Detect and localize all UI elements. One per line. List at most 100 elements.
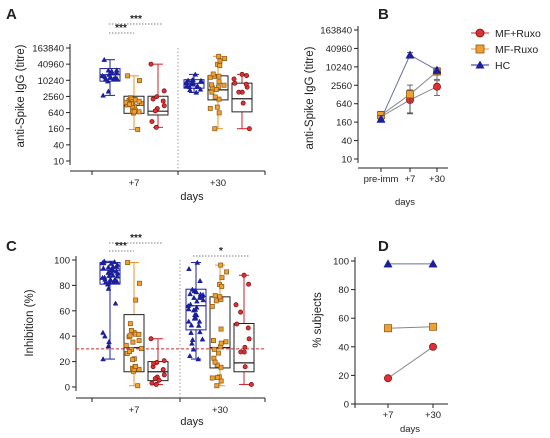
data-point xyxy=(108,267,115,273)
significance-marker: *** xyxy=(115,241,127,252)
data-point xyxy=(108,260,115,266)
data-point xyxy=(135,383,141,389)
y-tick-label: 163840 xyxy=(320,26,352,37)
panel-a-group-label: +7 xyxy=(129,178,140,189)
data-point xyxy=(114,261,121,267)
y-tick-label: 10240 xyxy=(326,62,352,73)
box-hc xyxy=(99,258,121,362)
data-point xyxy=(101,274,108,280)
data-point xyxy=(148,61,154,67)
data-point xyxy=(114,273,121,279)
data-point xyxy=(127,101,132,107)
box-mf-ruxo xyxy=(207,53,229,132)
data-point xyxy=(127,349,132,355)
data-point xyxy=(219,275,225,281)
data-point xyxy=(246,336,252,342)
significance-marker: * xyxy=(219,246,223,257)
y-tick-label: 100 xyxy=(54,256,70,267)
data-point xyxy=(125,260,131,265)
data-point xyxy=(207,74,213,80)
data-point xyxy=(135,127,141,132)
data-point xyxy=(231,76,237,82)
data-point xyxy=(108,74,114,80)
box-mf-ruxo xyxy=(123,73,145,132)
y-tick-label: 0 xyxy=(65,383,70,394)
y-tick-label: 40960 xyxy=(326,44,352,55)
data-point xyxy=(215,350,221,356)
data-point xyxy=(376,114,386,123)
data-point xyxy=(244,73,250,79)
data-point xyxy=(151,360,157,366)
data-point xyxy=(102,279,109,285)
panel-a-ylabel: anti-Spike IgG (titre) xyxy=(15,44,27,147)
y-tick-label: 60 xyxy=(59,306,70,317)
box-mf-ruxo xyxy=(233,272,255,387)
data-point xyxy=(153,382,159,387)
series-mf-ruxo xyxy=(377,80,441,121)
data-point xyxy=(112,74,119,80)
data-point xyxy=(186,352,193,359)
y-tick-label: 160 xyxy=(336,118,352,129)
data-point xyxy=(248,382,254,387)
data-point xyxy=(197,329,203,335)
data-point xyxy=(106,272,112,278)
panel-d-chart: % subjects days 100 80 60 40 20 0 +7 +30 xyxy=(312,257,448,435)
data-point xyxy=(99,259,106,265)
x-tick-label: +7 xyxy=(383,410,394,421)
data-point xyxy=(193,304,200,310)
data-point xyxy=(384,324,392,333)
panel-b-ylabel: anti-Spike IgG (titre) xyxy=(304,46,316,149)
data-point xyxy=(112,300,119,306)
data-point xyxy=(429,342,437,351)
data-point xyxy=(195,356,202,362)
data-point xyxy=(105,343,112,349)
data-point xyxy=(187,301,194,307)
data-point xyxy=(222,56,228,62)
data-point xyxy=(209,89,215,95)
data-point xyxy=(217,294,223,300)
data-point xyxy=(187,87,193,93)
y-tick-label: 10240 xyxy=(38,76,64,87)
legend-label: MF+Ruxo xyxy=(495,28,541,40)
data-point xyxy=(216,79,222,85)
data-point xyxy=(232,80,238,86)
data-point xyxy=(149,380,155,386)
data-point xyxy=(384,374,392,383)
data-point xyxy=(242,364,248,370)
series-mf-ruxo xyxy=(377,67,441,120)
data-point xyxy=(213,87,219,92)
data-point xyxy=(218,262,224,268)
significance-marker: *** xyxy=(130,14,142,25)
data-point xyxy=(198,78,205,84)
panel-label-c: C xyxy=(6,238,17,255)
panel-label-b: B xyxy=(378,6,389,23)
data-point xyxy=(127,321,133,327)
data-point xyxy=(194,259,201,265)
data-point xyxy=(212,94,218,100)
data-point xyxy=(153,124,159,130)
x-tick-label: pre-imm xyxy=(364,174,399,185)
y-tick-label: 2560 xyxy=(331,81,352,92)
data-point xyxy=(428,259,438,268)
x-tick-label: +7 xyxy=(405,174,416,185)
data-point xyxy=(106,71,112,77)
x-tick-label: +30 xyxy=(429,174,445,185)
data-point xyxy=(433,82,441,91)
data-point xyxy=(186,83,193,90)
data-point xyxy=(217,63,223,69)
data-point xyxy=(245,325,251,331)
y-tick-label: 100 xyxy=(333,257,349,268)
significance-marker: *** xyxy=(115,23,127,34)
y-tick-label: 60 xyxy=(338,314,349,325)
panel-c-xlabel: days xyxy=(180,416,204,428)
data-point xyxy=(101,56,108,62)
data-point xyxy=(100,265,107,271)
data-point xyxy=(137,78,142,83)
data-point xyxy=(216,73,222,79)
data-point xyxy=(102,333,108,339)
data-point xyxy=(102,76,109,82)
data-point xyxy=(133,297,139,303)
data-point xyxy=(197,86,204,92)
data-point xyxy=(242,344,248,350)
